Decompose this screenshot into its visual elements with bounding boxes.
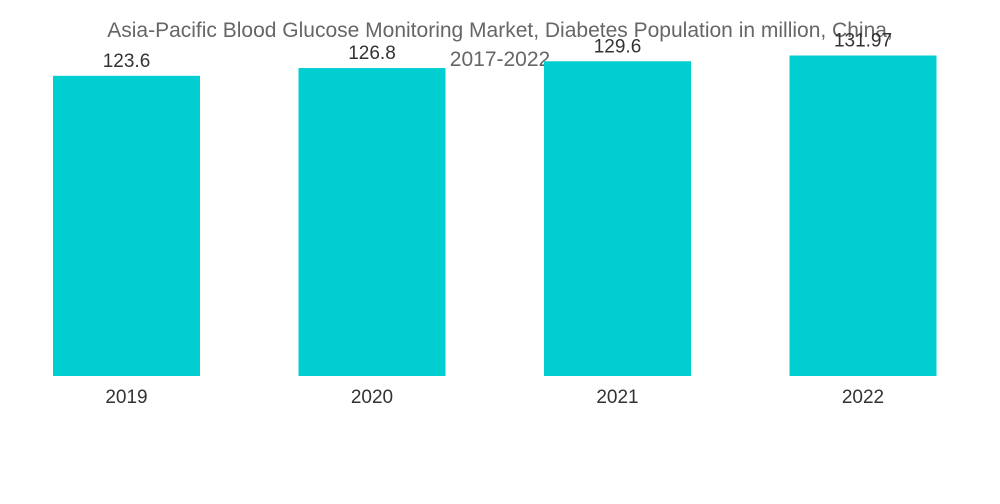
x-tick-label-2019: 2019 — [105, 387, 147, 408]
x-tick-label-2022: 2022 — [842, 387, 884, 408]
bar-2021 — [544, 61, 691, 376]
chart-title: Asia-Pacific Blood Glucose Monitoring Ma… — [0, 16, 1000, 74]
data-label-2019: 123.6 — [103, 51, 151, 72]
x-tick-label-2020: 2020 — [351, 387, 393, 408]
data-label-2020: 126.8 — [348, 43, 396, 64]
x-tick-labels-group: 2019 2020 2021 2022 — [105, 387, 884, 408]
value-labels-group: 123.6 126.8 129.6 131.97 — [103, 31, 892, 72]
chart-title-line-2: 2017-2022 — [449, 48, 551, 71]
data-label-2022: 131.97 — [834, 31, 892, 52]
data-label-2021: 129.6 — [594, 36, 642, 57]
bar-2022 — [789, 55, 937, 376]
bar-2019 — [53, 75, 200, 376]
bars-group — [53, 55, 937, 377]
bar-2020 — [298, 68, 446, 377]
x-tick-label-2021: 2021 — [596, 387, 638, 408]
chart-title-line-1: Asia-Pacific Blood Glucose Monitoring Ma… — [107, 19, 893, 42]
